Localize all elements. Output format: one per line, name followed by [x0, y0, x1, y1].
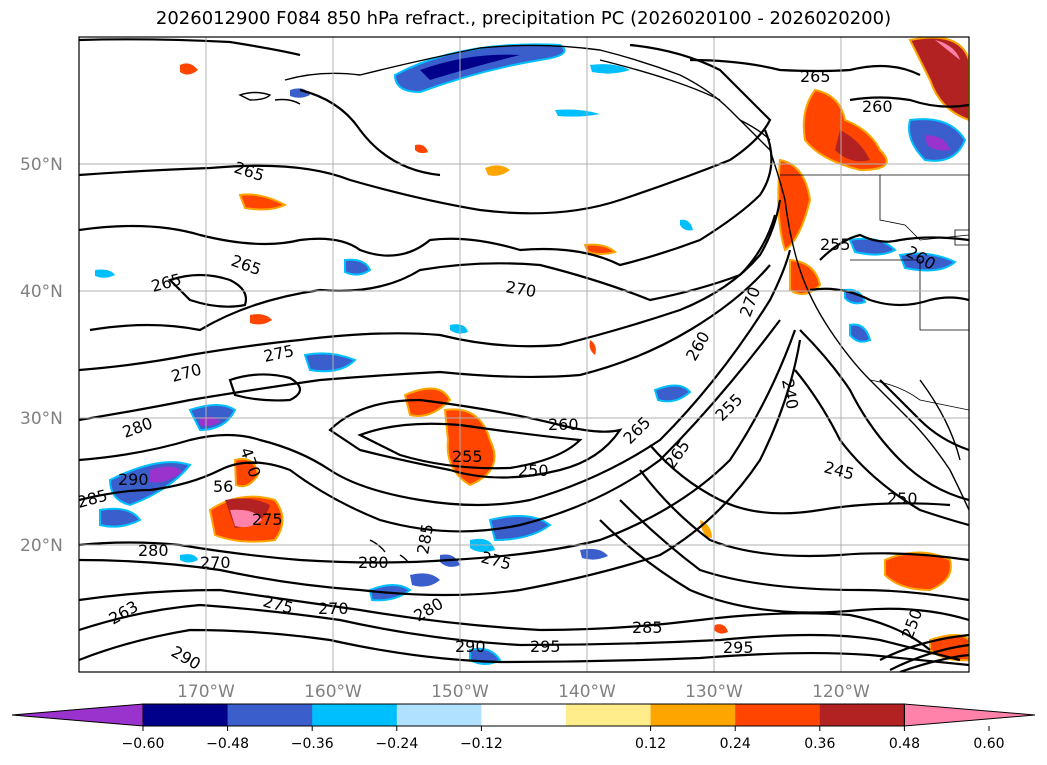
- colorbar-tick-label: −0.24: [375, 736, 418, 752]
- colorbar-segment: [227, 704, 313, 726]
- lat-label: 50°N: [20, 155, 63, 175]
- colorbar-tick-label: −0.60: [122, 736, 165, 752]
- lon-label: 140°W: [558, 682, 616, 702]
- colorbar-segment: [396, 704, 482, 726]
- colorbar-tick-label: 0.60: [973, 736, 1004, 752]
- contour-label: 270: [200, 553, 231, 572]
- map-title: 2026012900 F084 850 hPa refract., precip…: [155, 8, 892, 29]
- colorbar-segment: [650, 704, 736, 726]
- contour-label: 250: [887, 489, 918, 508]
- contour-label: 290: [455, 637, 486, 656]
- contour-label: 255: [820, 235, 851, 254]
- lon-label: 160°W: [304, 682, 362, 702]
- colorbar-arrow-right: [903, 703, 1036, 727]
- plot-frame: [78, 36, 970, 673]
- contour-label: 275: [252, 510, 283, 529]
- precip-positive-blobs: [180, 37, 969, 662]
- political-borders: [780, 174, 969, 411]
- lon-label: 120°W: [812, 682, 870, 702]
- colorbar-segment: [566, 704, 652, 726]
- lon-label: 170°W: [177, 682, 235, 702]
- colorbar-tick-label: 0.24: [720, 736, 751, 752]
- colorbar-segment: [481, 704, 567, 726]
- lon-label: 130°W: [685, 682, 743, 702]
- contour-label: 285: [632, 618, 663, 637]
- colorbar: −0.60 −0.48 −0.36 −0.24 −0.12 0.12 0.24 0.36 0.4…: [11, 703, 1036, 752]
- contour-label: 290: [118, 470, 149, 489]
- coastlines: [238, 44, 969, 563]
- longitude-labels: 170°W 160°W 150°W 140°W 130°W 120°W: [177, 682, 870, 702]
- contour-label: 56: [213, 477, 233, 496]
- contour-label: 280: [358, 553, 389, 572]
- contour-label: 260: [862, 97, 893, 116]
- contour-label: 265: [800, 67, 831, 86]
- contour-label: 250: [518, 461, 549, 480]
- contour-label: 270: [318, 599, 349, 618]
- lon-label: 150°W: [431, 682, 489, 702]
- colorbar-segment: [312, 704, 398, 726]
- contour-label: 260: [548, 415, 579, 434]
- colorbar-tick-label: −0.36: [291, 736, 334, 752]
- colorbar-outline: [142, 703, 905, 727]
- lat-label: 30°N: [20, 409, 63, 429]
- contour-label: 255: [452, 447, 483, 466]
- precip-negative-blobs: [95, 43, 967, 665]
- latitude-labels: 50°N 40°N 30°N 20°N: [20, 155, 63, 556]
- colorbar-tick-label: 0.12: [635, 736, 666, 752]
- colorbar-arrow-left: [11, 703, 144, 727]
- colorbar-segment: [143, 704, 229, 726]
- lat-label: 20°N: [20, 536, 63, 556]
- colorbar-tick-label: 0.36: [804, 736, 835, 752]
- gridlines: [79, 37, 969, 672]
- colorbar-segment: [819, 704, 905, 726]
- contour-label: 295: [530, 637, 561, 656]
- colorbar-tick-label: −0.48: [206, 736, 249, 752]
- contour-label: 295: [723, 638, 754, 657]
- colorbar-tick-label: −0.12: [460, 736, 503, 752]
- colorbar-segment: [735, 704, 821, 726]
- contour-label: 280: [138, 541, 169, 560]
- lat-label: 40°N: [20, 282, 63, 302]
- isolines: [79, 38, 969, 672]
- colorbar-tick-label: 0.48: [889, 736, 920, 752]
